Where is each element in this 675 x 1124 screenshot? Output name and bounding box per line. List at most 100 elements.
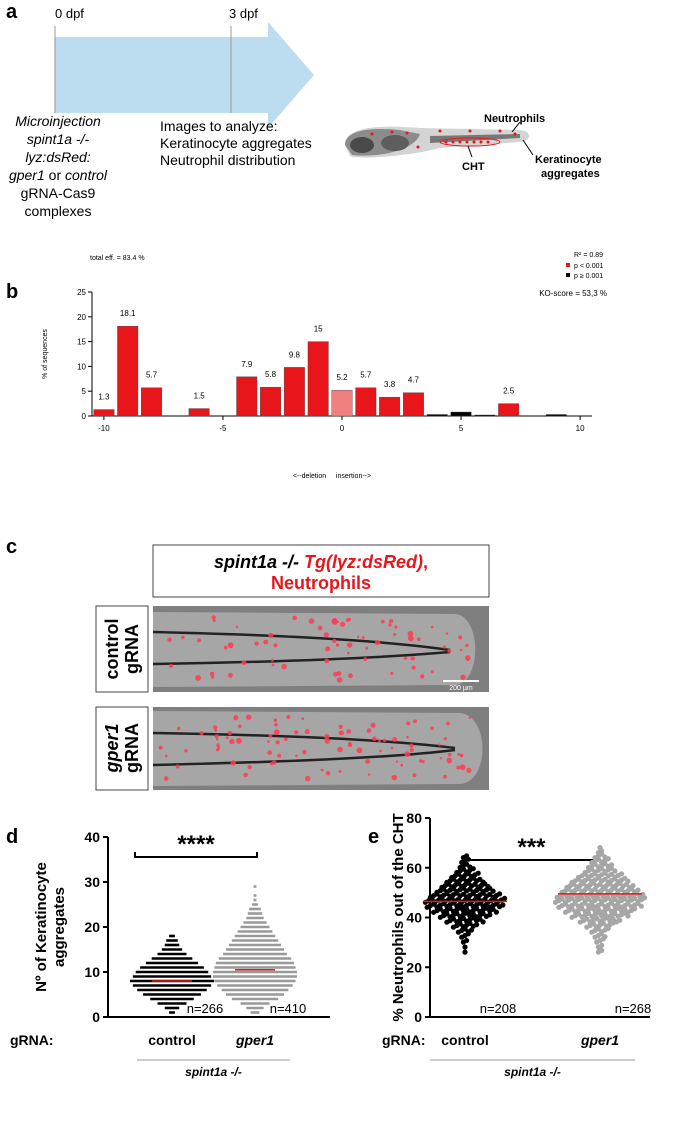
point xyxy=(462,949,468,955)
point xyxy=(475,870,481,876)
point xyxy=(474,922,480,928)
cell-spot xyxy=(404,751,411,757)
legend-swatch xyxy=(566,273,570,277)
cell-spot xyxy=(391,774,398,781)
x-axis-label: gRNA: xyxy=(382,1032,426,1048)
row-label-box xyxy=(95,605,149,693)
text-line: lyz:dsRed: xyxy=(25,149,90,165)
point xyxy=(597,845,603,851)
cell-spot xyxy=(347,642,353,648)
cell-spot xyxy=(380,619,385,624)
point xyxy=(608,862,615,868)
cell-spot xyxy=(167,637,172,642)
y-tick-label: 15 xyxy=(77,338,86,347)
bar xyxy=(426,414,448,417)
group-label: spint1a -/- xyxy=(185,1065,242,1079)
y-tick-label: 0 xyxy=(82,412,87,421)
n-label: n=266 xyxy=(187,1001,224,1016)
data-label: 2.5 xyxy=(503,387,515,396)
cell-spot xyxy=(195,675,202,681)
timepoint-label: 0 dpf xyxy=(55,6,84,21)
text-line: complexes xyxy=(25,203,92,219)
cell-spot xyxy=(247,764,252,770)
cell-spot xyxy=(446,757,453,764)
larva-drawing: Neutrophils CHT Keratinocyte aggregates xyxy=(345,113,602,180)
point xyxy=(497,891,503,897)
cell-spot xyxy=(338,770,342,773)
text-part: , xyxy=(423,552,428,572)
cell-spot xyxy=(393,633,397,636)
cell-spot xyxy=(320,768,324,772)
x-tick-label: -5 xyxy=(219,424,227,433)
cell-spot xyxy=(324,734,330,740)
cell-spot xyxy=(211,615,216,620)
annotation: total eff. = 83.4 % xyxy=(90,255,145,262)
cell-spot xyxy=(395,760,399,763)
cell-spot xyxy=(347,742,353,748)
bar xyxy=(117,326,139,417)
cell-spot xyxy=(263,639,269,645)
x-tick-label: 5 xyxy=(459,424,464,433)
cell-spot xyxy=(209,671,215,677)
bin-points xyxy=(450,920,480,930)
point xyxy=(487,912,493,918)
cell-spot xyxy=(382,738,387,742)
yolk xyxy=(381,135,409,151)
cell-spot xyxy=(410,656,415,661)
cell-spot xyxy=(216,743,221,748)
cell-spot xyxy=(275,740,280,745)
row-label: gper1 xyxy=(102,723,122,773)
cht-region xyxy=(439,137,501,147)
x-tick-label: gper1 xyxy=(580,1032,619,1048)
n-label: n=410 xyxy=(270,1001,307,1016)
cell-spot xyxy=(286,715,291,719)
cell-spot xyxy=(277,753,282,758)
data-label: 3.8 xyxy=(384,380,396,389)
n-label: n=268 xyxy=(615,1001,652,1016)
cell-spot xyxy=(295,754,298,758)
cell-spot xyxy=(267,750,273,755)
bar xyxy=(474,414,496,417)
text-part: Tg(lyz:dsRed) xyxy=(304,552,423,572)
point xyxy=(612,868,618,874)
cell-spot xyxy=(407,630,414,637)
pointer xyxy=(467,145,473,158)
bin-points xyxy=(462,944,468,950)
title-box xyxy=(152,544,490,598)
data-label: 18.1 xyxy=(120,309,136,318)
row-label: gRNA xyxy=(122,723,142,773)
point xyxy=(502,895,508,902)
cell-spot xyxy=(274,722,278,727)
cell-spot xyxy=(456,765,461,770)
point xyxy=(464,937,470,944)
point xyxy=(462,944,468,950)
cell-spot xyxy=(243,772,248,778)
cell-spot xyxy=(418,759,423,763)
text-line: Neutrophil distribution xyxy=(160,152,295,168)
text-line: Microinjection xyxy=(15,113,101,129)
cell-spot xyxy=(370,722,376,728)
y-tick-label: 30 xyxy=(84,874,100,890)
cell-spot xyxy=(430,670,434,674)
cell-spot xyxy=(332,638,337,644)
cell-spot xyxy=(430,625,434,629)
group-label: spint1a -/- xyxy=(504,1065,561,1079)
bar xyxy=(331,390,353,417)
cell-spot xyxy=(292,615,298,621)
bar xyxy=(379,396,401,417)
cell-spot xyxy=(304,729,310,735)
y-tick-label: 60 xyxy=(406,860,422,876)
bar xyxy=(283,367,305,417)
cell-spot xyxy=(443,737,447,741)
cell-spot xyxy=(465,643,469,648)
point xyxy=(602,934,608,940)
cell-spot xyxy=(409,748,414,753)
y-axis-label: Nº of Keratinocyte xyxy=(33,862,50,992)
cell-spot xyxy=(457,753,461,756)
cell-spot xyxy=(225,736,229,740)
panel-label: e xyxy=(368,826,379,848)
bar xyxy=(498,403,520,417)
point xyxy=(617,917,623,923)
microscopy-panel: spint1a -/- Tg(lyz:dsRed), Neutrophils c… xyxy=(95,544,490,791)
